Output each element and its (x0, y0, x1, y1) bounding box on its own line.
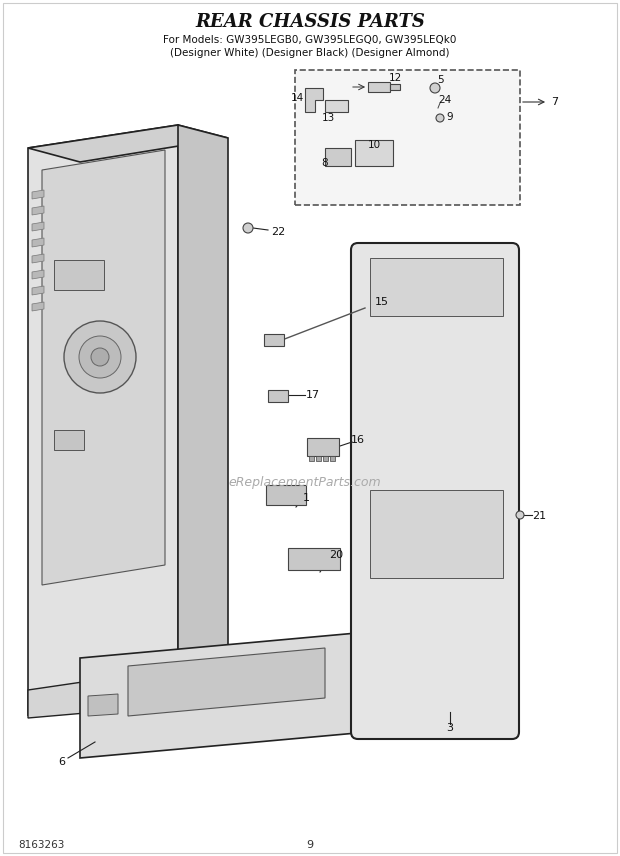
Text: 6: 6 (58, 757, 66, 767)
Bar (309, 456, 314, 461)
Circle shape (436, 114, 444, 122)
Circle shape (430, 83, 440, 93)
Polygon shape (305, 88, 323, 112)
Bar (355, 140, 393, 166)
Circle shape (79, 336, 121, 378)
Bar (54, 260, 104, 290)
Bar (266, 485, 306, 505)
Polygon shape (28, 125, 178, 715)
Bar (54, 430, 84, 450)
Text: 20: 20 (329, 550, 343, 560)
Polygon shape (32, 206, 44, 215)
Text: 13: 13 (321, 113, 335, 123)
Text: 16: 16 (351, 435, 365, 445)
Text: (Designer White) (Designer Black) (Designer Almond): (Designer White) (Designer Black) (Desig… (170, 48, 450, 58)
Polygon shape (32, 190, 44, 199)
Circle shape (243, 223, 253, 233)
Text: 8: 8 (322, 158, 329, 168)
Polygon shape (325, 100, 348, 112)
Text: 5: 5 (436, 75, 443, 85)
Polygon shape (32, 270, 44, 279)
Text: eReplacementParts.com: eReplacementParts.com (229, 475, 381, 489)
Text: 12: 12 (388, 73, 402, 83)
Polygon shape (28, 668, 228, 718)
Text: 9: 9 (446, 112, 453, 122)
Text: 9: 9 (306, 840, 314, 850)
Text: 24: 24 (438, 95, 451, 105)
Bar (390, 84, 400, 90)
FancyBboxPatch shape (351, 243, 519, 739)
Bar (268, 390, 288, 402)
Bar (370, 258, 503, 316)
Circle shape (64, 321, 136, 393)
Bar (295, 70, 520, 205)
Polygon shape (32, 254, 44, 263)
Text: 10: 10 (368, 140, 381, 150)
Text: 22: 22 (271, 227, 285, 237)
Bar (370, 490, 503, 578)
Polygon shape (42, 150, 165, 585)
Text: 1: 1 (303, 493, 309, 503)
Text: 3: 3 (446, 723, 453, 733)
Bar (323, 456, 328, 461)
Text: 15: 15 (375, 297, 389, 307)
Bar (325, 148, 351, 166)
Bar (330, 456, 335, 461)
Polygon shape (32, 238, 44, 247)
Circle shape (516, 511, 524, 519)
Text: 17: 17 (306, 390, 320, 400)
Bar (316, 456, 321, 461)
Text: 21: 21 (532, 511, 546, 521)
Polygon shape (80, 632, 368, 758)
Text: 7: 7 (551, 97, 559, 107)
Polygon shape (32, 222, 44, 231)
Polygon shape (128, 648, 325, 716)
Bar (288, 548, 340, 570)
Text: 8163263: 8163263 (18, 840, 64, 850)
Circle shape (91, 348, 109, 366)
Bar (307, 438, 339, 456)
Polygon shape (28, 125, 228, 162)
Text: 14: 14 (290, 93, 304, 103)
Text: For Models: GW395LEGB0, GW395LEGQ0, GW395LEQk0: For Models: GW395LEGB0, GW395LEGQ0, GW39… (163, 35, 457, 45)
Bar (368, 82, 390, 92)
Bar (264, 334, 284, 346)
Polygon shape (32, 302, 44, 311)
Text: REAR CHASSIS PARTS: REAR CHASSIS PARTS (195, 13, 425, 31)
Polygon shape (32, 286, 44, 295)
Polygon shape (88, 694, 118, 716)
Polygon shape (178, 125, 228, 700)
